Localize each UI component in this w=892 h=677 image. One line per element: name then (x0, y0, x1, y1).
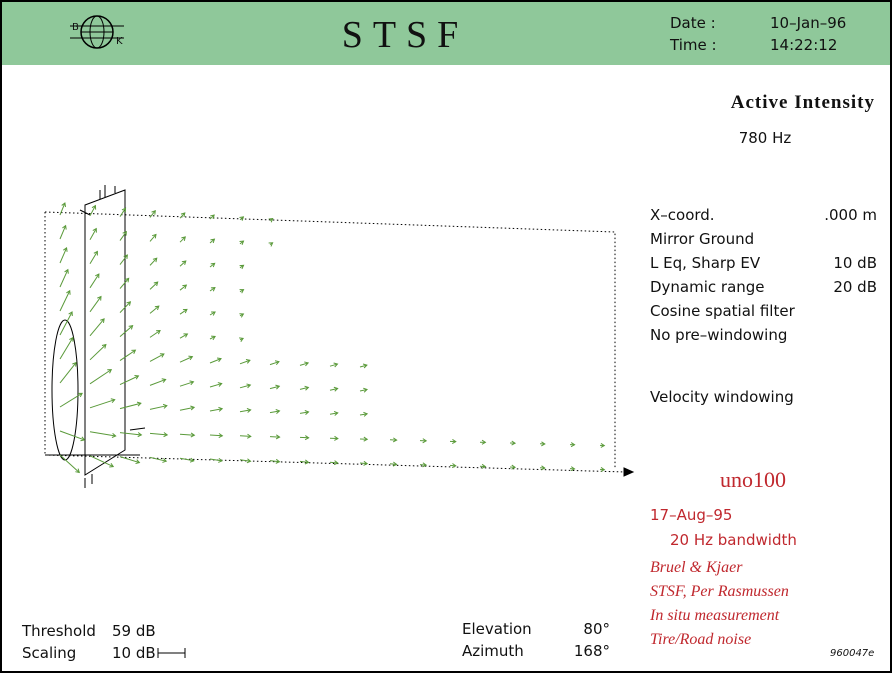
scaling-label: Scaling (22, 644, 76, 662)
threshold-label: Threshold (21, 622, 96, 640)
frequency: 780 Hz (739, 129, 792, 147)
setting-label: No pre–windowing (650, 326, 787, 344)
note: Bruel & Kjaer (650, 559, 743, 576)
measurement-date: 17–Aug–95 (650, 506, 732, 524)
date: 10–Jan–96 (770, 14, 846, 32)
setting-value: 10 dB (833, 254, 877, 272)
setting-value: 20 dB (833, 278, 877, 296)
setting-label: X–coord. (650, 206, 715, 224)
figure-id: 960047e (830, 648, 874, 659)
measurement-name: uno100 (720, 467, 786, 492)
bandwidth: 20 Hz bandwidth (670, 531, 797, 549)
logo-k: K (116, 36, 123, 47)
threshold: 59 dB (112, 622, 156, 640)
setting-label: L Eq, Sharp EV (650, 254, 761, 272)
elevation-label: Elevation (462, 620, 532, 638)
setting-value: .000 m (824, 206, 877, 224)
setting-label: Dynamic range (650, 278, 765, 296)
logo-b: B (72, 22, 79, 33)
elevation: 80° (583, 620, 610, 638)
azimuth-label: Azimuth (462, 642, 524, 660)
panel-title: Active Intensity (731, 92, 875, 113)
setting-label: Mirror Ground (650, 230, 754, 248)
azimuth: 168° (574, 642, 610, 660)
scaling: 10 dB (112, 644, 156, 662)
note: Tire/Road noise (650, 631, 751, 648)
windowing: Velocity windowing (650, 388, 794, 406)
note: STSF, Per Rasmussen (650, 583, 789, 600)
setting-label: Cosine spatial filter (650, 302, 796, 320)
app-title: STSF (342, 14, 469, 56)
time-label: Time : (669, 36, 717, 54)
note: In situ measurement (649, 607, 780, 624)
time: 14:22:12 (770, 36, 837, 54)
date-label: Date : (670, 14, 716, 32)
